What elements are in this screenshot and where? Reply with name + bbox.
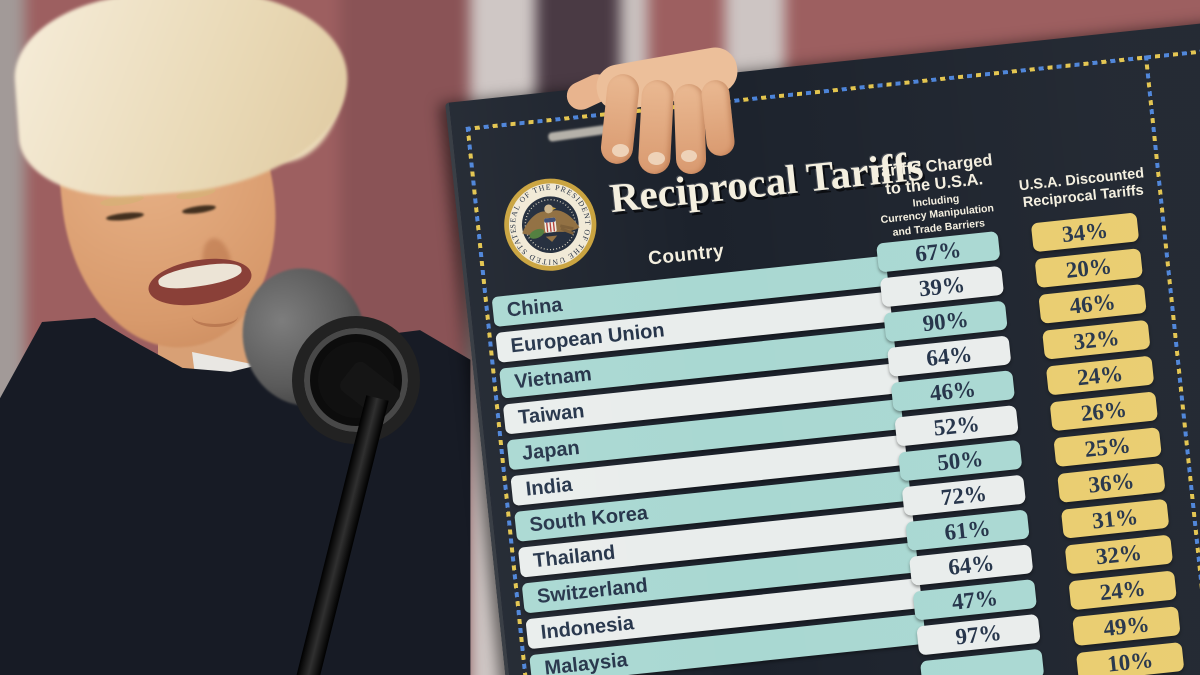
charged-tariff-cell: 50%	[898, 439, 1023, 482]
charged-tariff-cell: 46%	[890, 370, 1016, 412]
discounted-tariff-cell: 25%	[1053, 427, 1162, 468]
charged-tariff-cell: 64%	[887, 335, 1012, 377]
fingernail	[648, 152, 665, 165]
charged-tariff-cell: 39%	[879, 265, 1005, 308]
charged-tariff-cell: 64%	[908, 544, 1034, 586]
discounted-tariff-cell: 49%	[1072, 606, 1181, 647]
speaker-chin-crease	[192, 306, 238, 327]
presidential-seal: SEAL OF THE PRESIDENT OF THE UNITED STAT…	[498, 172, 597, 272]
tariff-board-surface: SEAL OF THE PRESIDENT OF THE UNITED STAT…	[445, 21, 1200, 675]
discounted-column: 34% 20% 46% 32% 24% 26% 25% 36% 31% 32% 24% 49% 10%	[1030, 212, 1185, 675]
discounted-tariff-cell: 24%	[1068, 570, 1177, 611]
discounted-tariff-cell: 20%	[1034, 248, 1144, 289]
discounted-tariff-cell: 24%	[1045, 355, 1155, 396]
charged-tariff-cell: 72%	[901, 474, 1027, 517]
discounted-tariff-cell: 36%	[1057, 462, 1166, 503]
fingernail	[612, 144, 629, 157]
discounted-column-header: U.S.A. Discounted Reciprocal Tariffs	[1016, 165, 1149, 212]
discounted-tariff-cell: 26%	[1049, 391, 1159, 432]
charged-tariff-cell: 61%	[905, 509, 1030, 552]
discounted-tariff-cell: 10%	[1075, 641, 1185, 675]
charged-tariff-cell: 90%	[883, 300, 1008, 343]
discounted-tariff-cell: 46%	[1038, 283, 1147, 324]
seal-eagle	[522, 204, 580, 242]
discounted-tariff-cell: 31%	[1060, 498, 1170, 539]
tariff-board: SEAL OF THE PRESIDENT OF THE UNITED STAT…	[445, 21, 1200, 675]
charged-tariff-cell: 97%	[916, 613, 1041, 656]
country-column: China European Union Vietnam Taiwan Japan Ind…	[491, 255, 927, 675]
charged-tariff-cell: 47%	[912, 579, 1038, 621]
discounted-tariff-cell: 34%	[1030, 212, 1140, 253]
discounted-tariff-cell: 32%	[1042, 319, 1151, 360]
discounted-tariff-cell: 32%	[1064, 534, 1174, 575]
fingernail	[681, 150, 697, 162]
charged-tariff-cell: 52%	[894, 405, 1019, 447]
